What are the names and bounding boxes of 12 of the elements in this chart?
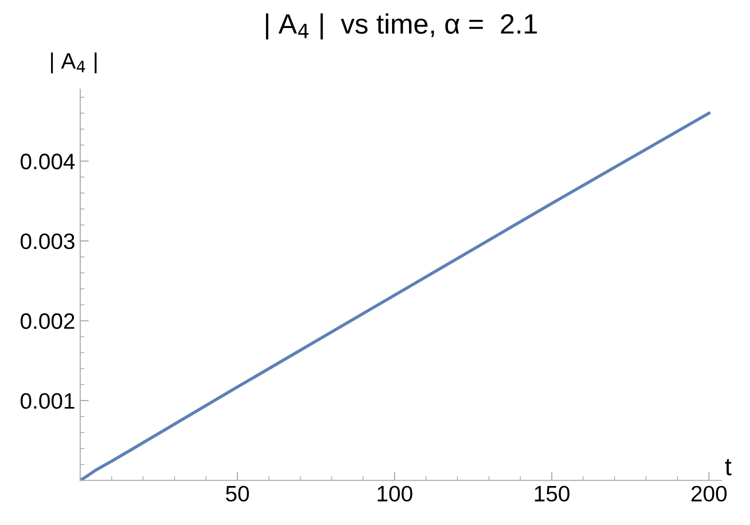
x-axis-title: t — [725, 459, 732, 476]
y-tick-label: 0.004 — [20, 154, 75, 170]
line-series — [80, 112, 710, 480]
y-tick-label: 0.001 — [20, 393, 74, 409]
y-axis-title: | A$_{4}$ | — [51, 52, 97, 74]
x-tick-label: 50 — [226, 486, 249, 502]
x-tick-label: 100 — [378, 486, 412, 502]
y-tick-label: 0.002 — [20, 313, 74, 330]
x-tick-label: 150 — [534, 486, 570, 502]
y-tick-label: 0.003 — [20, 233, 74, 250]
x-tick-label: 200 — [692, 486, 727, 502]
chart-title: | A$_{4}$ | vs time, α = 2.1 — [266, 13, 537, 40]
